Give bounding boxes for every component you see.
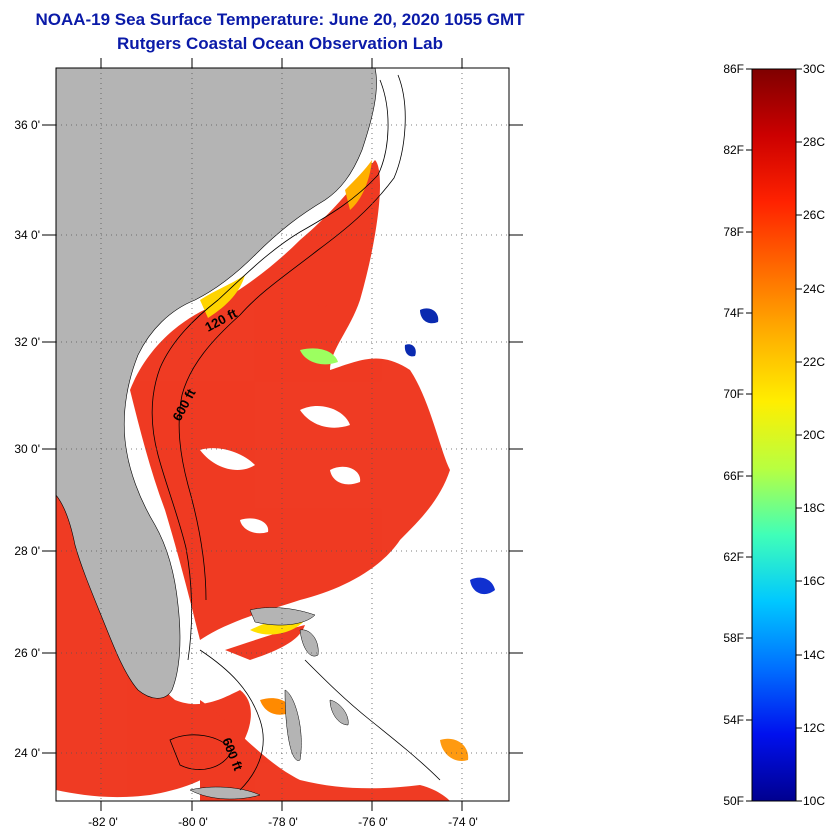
colorbar-label-c: 30C — [803, 62, 825, 76]
colorbar-label-c: 12C — [803, 721, 825, 735]
latitude-labels: 36 0' 34 0' 32 0' 30 0' 28 0' 26 0' 24 0… — [14, 118, 40, 760]
colorbar-label-f: 62F — [723, 550, 744, 564]
lat-label: 32 0' — [14, 335, 40, 349]
colorbar-label-f: 58F — [723, 631, 744, 645]
lat-label: 24 0' — [14, 746, 40, 760]
colorbar-fahrenheit-labels: 86F 82F 78F 74F 70F 66F 62F 58F 54F 50F — [723, 62, 744, 808]
colorbar-label-f: 66F — [723, 469, 744, 483]
colorbar-label-c: 18C — [803, 501, 825, 515]
colorbar-label-f: 86F — [723, 62, 744, 76]
colorbar-label-f: 74F — [723, 306, 744, 320]
colorbar-label-c: 28C — [803, 135, 825, 149]
lon-label: -74 0' — [448, 815, 478, 829]
colorbar-label-f: 54F — [723, 713, 744, 727]
map-title: NOAA-19 Sea Surface Temperature: June 20… — [35, 10, 525, 29]
colorbar-label-c: 24C — [803, 282, 825, 296]
colorbar-label-c: 16C — [803, 574, 825, 588]
colorbar-label-c: 10C — [803, 794, 825, 808]
colorbar-label-c: 26C — [803, 208, 825, 222]
bathymetry-contours — [151, 74, 441, 791]
colorbar — [751, 68, 797, 802]
lon-label: -78 0' — [268, 815, 298, 829]
lat-label: 30 0' — [14, 442, 40, 456]
lat-label: 28 0' — [14, 544, 40, 558]
colorbar-celsius-labels: 30C 28C 26C 24C 22C 20C 18C 16C 14C 12C … — [803, 62, 825, 808]
colorbar-label-f: 82F — [723, 143, 744, 157]
lon-label: -80 0' — [178, 815, 208, 829]
map-subtitle: Rutgers Coastal Ocean Observation Lab — [117, 34, 443, 53]
lon-label: -82 0' — [88, 815, 118, 829]
lon-label: -76 0' — [358, 815, 388, 829]
colorbar-label-c: 22C — [803, 355, 825, 369]
sst-cool-patches — [145, 160, 495, 761]
colorbar-label-f: 50F — [723, 794, 744, 808]
land-mainland — [56, 68, 377, 699]
lat-label: 26 0' — [14, 646, 40, 660]
colorbar-ticks — [746, 68, 802, 802]
land-bahamas — [189, 607, 349, 800]
cloud-gaps — [200, 405, 361, 534]
axis-ticks — [42, 58, 523, 811]
colorbar-label-f: 78F — [723, 225, 744, 239]
graticule — [56, 68, 509, 801]
colorbar-label-c: 20C — [803, 428, 825, 442]
longitude-labels: -82 0' -80 0' -78 0' -76 0' -74 0' — [88, 815, 478, 829]
colorbar-label-f: 70F — [723, 387, 744, 401]
map-panel: 120 ft 600 ft 600 ft — [56, 68, 509, 801]
lat-label: 34 0' — [14, 228, 40, 242]
sst-warm-water — [56, 160, 450, 801]
colorbar-label-c: 14C — [803, 648, 825, 662]
lat-label: 36 0' — [14, 118, 40, 132]
